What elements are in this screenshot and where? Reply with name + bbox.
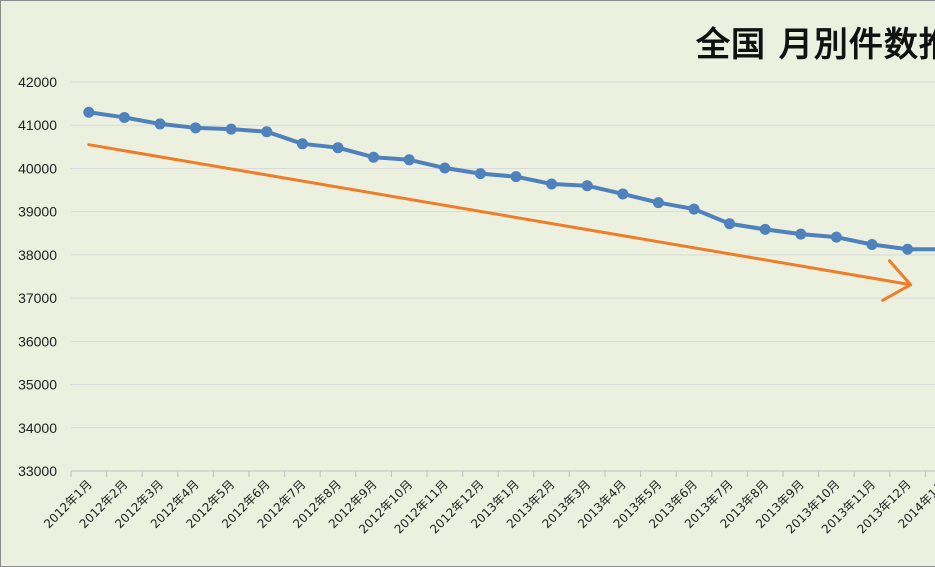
data-point bbox=[617, 188, 629, 200]
y-tick-labels: 33000 34000 35000 36000 37000 38000 39000 40000… bbox=[18, 74, 57, 479]
y-tick-label: 34000 bbox=[18, 420, 57, 436]
series bbox=[83, 106, 935, 255]
y-tick-label: 42000 bbox=[18, 74, 57, 90]
data-point bbox=[225, 123, 237, 135]
y-tick-label: 38000 bbox=[18, 247, 57, 263]
data-point bbox=[296, 138, 308, 150]
series-line bbox=[86, 110, 935, 252]
y-tick-label: 36000 bbox=[18, 333, 57, 349]
data-point bbox=[581, 180, 593, 192]
data-point bbox=[83, 106, 95, 118]
data-point bbox=[830, 231, 842, 243]
data-point bbox=[190, 122, 202, 134]
data-point bbox=[652, 197, 664, 209]
trend-arrow-head bbox=[881, 259, 913, 302]
trend-annotation bbox=[87, 143, 913, 302]
data-point bbox=[154, 118, 166, 130]
data-point bbox=[724, 218, 736, 230]
trend-arrow-line bbox=[87, 143, 913, 287]
data-point bbox=[439, 162, 451, 174]
data-point bbox=[510, 171, 522, 183]
y-tick-label: 35000 bbox=[18, 377, 57, 393]
data-point bbox=[795, 228, 807, 240]
data-point bbox=[332, 142, 344, 154]
data-point bbox=[118, 111, 130, 123]
x-tick-labels: 2012年1月2012年2月2012年3月2012年4月2012年5月2012年… bbox=[41, 477, 935, 536]
gridlines bbox=[71, 81, 935, 429]
data-point bbox=[368, 151, 380, 163]
data-point bbox=[902, 243, 914, 255]
data-point bbox=[759, 223, 771, 235]
y-tick-label: 37000 bbox=[18, 290, 57, 306]
data-point bbox=[546, 178, 558, 190]
y-tick-label: 41000 bbox=[18, 117, 57, 133]
chart-title: 全国 月別件数推 bbox=[696, 25, 935, 65]
y-tick-label: 40000 bbox=[18, 160, 57, 176]
data-point bbox=[688, 203, 700, 215]
data-point bbox=[261, 126, 273, 138]
data-point bbox=[403, 154, 415, 166]
axes bbox=[70, 470, 935, 477]
data-point bbox=[866, 239, 878, 251]
y-tick-label: 39000 bbox=[18, 204, 57, 220]
y-tick-label: 33000 bbox=[18, 463, 57, 479]
data-point bbox=[474, 168, 486, 180]
